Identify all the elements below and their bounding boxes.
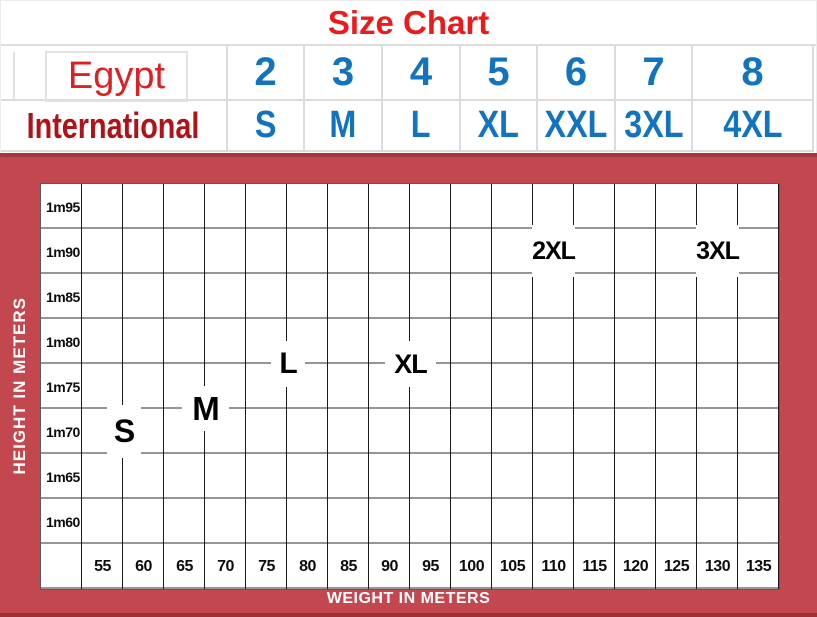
- weight-label-70: 70: [217, 558, 234, 575]
- size-zone-xl: XL: [385, 341, 436, 387]
- weight-label-105: 105: [499, 558, 526, 575]
- height-label-1m60: 1m60: [46, 513, 80, 530]
- weight-label-115: 115: [582, 558, 607, 575]
- weight-label-90: 90: [381, 558, 398, 575]
- height-label-1m95: 1m95: [46, 198, 80, 215]
- y-axis-title: HEIGHT IN METERS: [0, 183, 40, 588]
- height-label-1m85: 1m85: [46, 288, 80, 305]
- size-zone-m: M: [182, 386, 229, 431]
- size-zone-l: L: [271, 341, 305, 387]
- weight-label-120: 120: [622, 558, 649, 575]
- egypt-size-5: 5: [459, 46, 536, 99]
- egypt-size-2: 2: [226, 46, 303, 99]
- intl-size-4xl: 4XL: [691, 99, 814, 150]
- height-label-1m70: 1m70: [46, 423, 80, 440]
- weight-label-130: 130: [704, 558, 731, 575]
- size-zone-2xl: 2XL: [532, 225, 576, 277]
- egypt-label: Egypt: [45, 51, 188, 102]
- intl-size-s: S: [226, 99, 303, 150]
- weight-label-85: 85: [340, 558, 357, 575]
- international-row-header-cell: International: [1, 99, 226, 150]
- egypt-size-8: 8: [691, 46, 814, 99]
- x-axis-title: WEIGHT IN METERS: [0, 587, 817, 611]
- intl-size-xl: XL: [459, 99, 536, 150]
- weight-label-55: 55: [94, 558, 111, 575]
- y-axis-title-text: HEIGHT IN METERS: [10, 296, 29, 475]
- egypt-row: Egypt 2 3 4 5 6 7 8: [1, 46, 814, 102]
- x-axis-title-text: WEIGHT IN METERS: [326, 590, 491, 607]
- weight-label-80: 80: [299, 558, 316, 575]
- egypt-size-6: 6: [536, 46, 614, 99]
- intl-size-xxl: XXL: [536, 99, 614, 150]
- weight-label-65: 65: [176, 558, 193, 575]
- weight-label-110: 110: [541, 558, 566, 575]
- size-zone-s: S: [107, 405, 141, 458]
- size-zone-3xl: 3XL: [696, 225, 740, 277]
- size-conversion-table: Egypt 2 3 4 5 6 7 8 International S M L …: [1, 46, 814, 152]
- height-weight-chart: HEIGHT IN METERS 1m95 1m90 1m85 1m80 1m7…: [0, 153, 817, 617]
- page-title: Size Chart: [327, 3, 490, 41]
- weight-label-60: 60: [135, 558, 152, 575]
- height-label-1m80: 1m80: [46, 333, 80, 350]
- intl-size-3xl: 3XL: [614, 99, 691, 150]
- international-label: International: [27, 104, 200, 146]
- egypt-size-4: 4: [381, 46, 459, 99]
- weight-label-75: 75: [258, 558, 275, 575]
- height-label-1m65: 1m65: [46, 468, 80, 485]
- intl-size-m: M: [303, 99, 381, 150]
- height-label-1m75: 1m75: [46, 378, 80, 395]
- weight-label-135: 135: [745, 558, 772, 575]
- size-conversion-section: Size Chart Egypt 2 3 4 5 6 7 8 Internati…: [0, 0, 817, 153]
- weight-label-100: 100: [458, 558, 485, 575]
- intl-size-l: L: [381, 99, 459, 150]
- international-row: International S M L XL XXL 3XL 4XL: [1, 99, 814, 150]
- height-label-1m90: 1m90: [46, 243, 80, 260]
- weight-label-95: 95: [422, 558, 439, 575]
- weight-label-125: 125: [663, 558, 690, 575]
- chart-grid: 1m95 1m90 1m85 1m80 1m75 1m70 1m65 1m60 …: [40, 183, 780, 590]
- egypt-row-header-cell: Egypt: [1, 46, 226, 102]
- title-row: Size Chart: [1, 1, 816, 46]
- egypt-size-7: 7: [614, 46, 691, 99]
- egypt-size-3: 3: [303, 46, 381, 99]
